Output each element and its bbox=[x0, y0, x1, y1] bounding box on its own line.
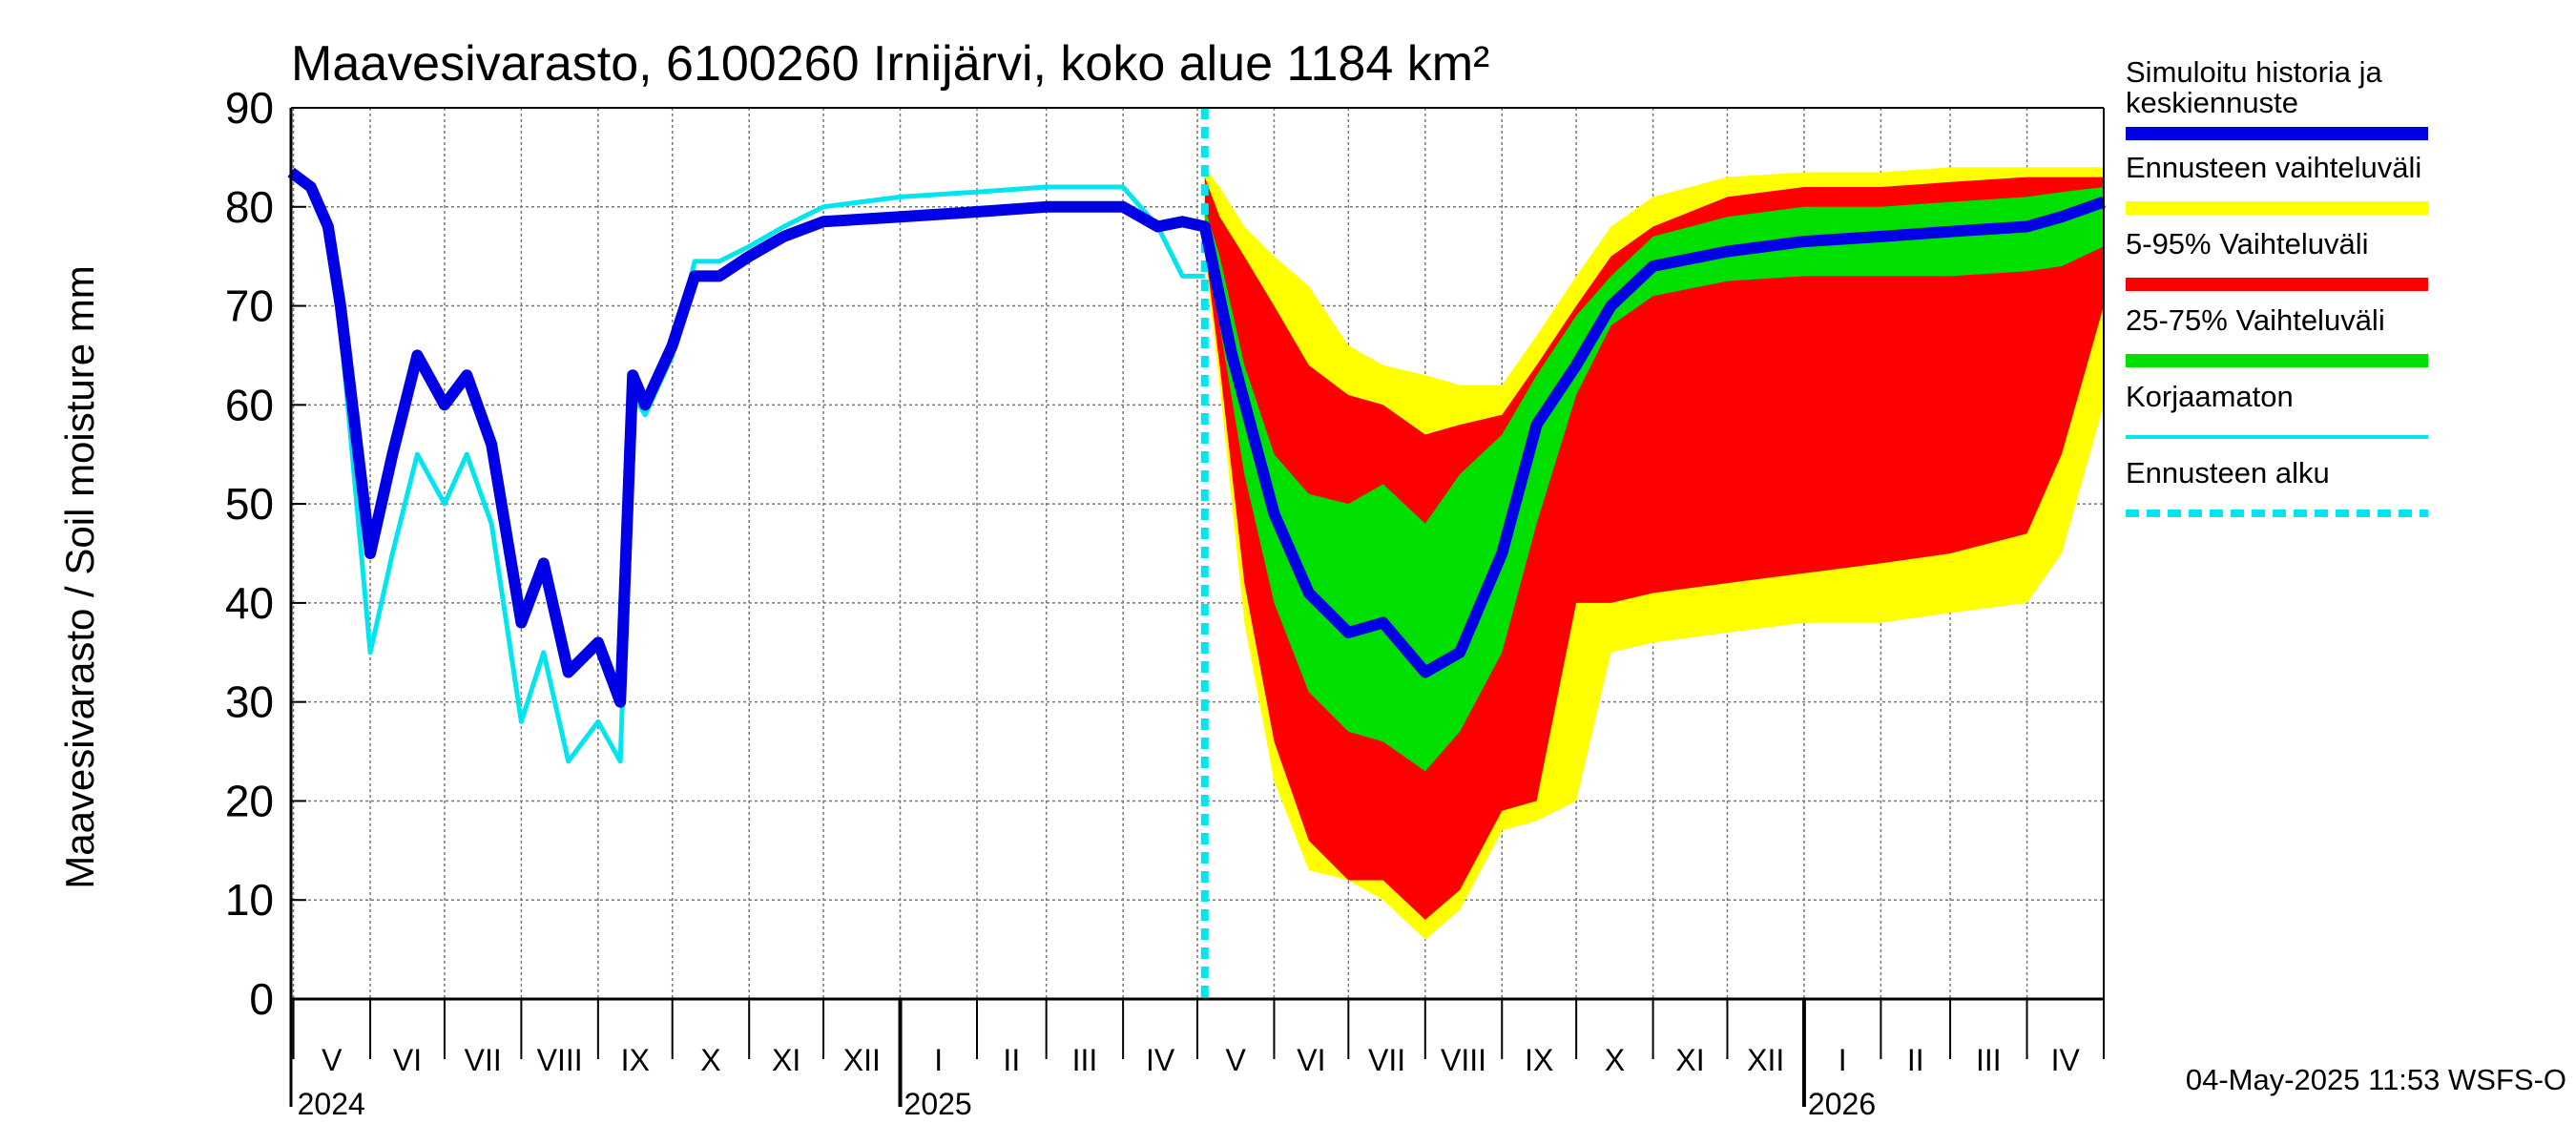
x-year-label: 2025 bbox=[904, 1087, 972, 1121]
x-year-label: 2026 bbox=[1808, 1087, 1876, 1121]
x-month-label: IV bbox=[1146, 1043, 1175, 1077]
y-tick-label: 10 bbox=[225, 875, 274, 925]
x-month-label: VIII bbox=[537, 1043, 583, 1077]
y-tick-label: 30 bbox=[225, 677, 274, 727]
y-tick-label: 80 bbox=[225, 182, 274, 232]
y-tick-label: 60 bbox=[225, 380, 274, 429]
forecast-bands bbox=[1204, 167, 2104, 940]
legend-label: Korjaamaton bbox=[2126, 380, 2294, 413]
x-month-label: II bbox=[1907, 1043, 1924, 1077]
x-month-label: III bbox=[1072, 1043, 1098, 1077]
x-month-label: XI bbox=[1675, 1043, 1704, 1077]
x-month-label: IX bbox=[1525, 1043, 1553, 1077]
x-month-label: XII bbox=[843, 1043, 881, 1077]
legend-label: Ennusteen alku bbox=[2126, 456, 2330, 489]
x-month-label: X bbox=[700, 1043, 720, 1077]
x-month-label: I bbox=[1839, 1043, 1847, 1077]
x-month-label: II bbox=[1003, 1043, 1020, 1077]
x-month-label: VI bbox=[393, 1043, 422, 1077]
x-month-label: IX bbox=[621, 1043, 650, 1077]
y-tick-label: 20 bbox=[225, 776, 274, 825]
legend-label: 5-95% Vaihteluväli bbox=[2126, 227, 2368, 260]
x-month-label: XII bbox=[1747, 1043, 1784, 1077]
y-tick-label: 90 bbox=[225, 83, 274, 133]
y-axis-label: Maavesivarasto / Soil moisture mm bbox=[57, 265, 102, 889]
chart-title: Maavesivarasto, 6100260 Irnijärvi, koko … bbox=[291, 36, 1489, 92]
x-month-label: VI bbox=[1297, 1043, 1325, 1077]
y-tick-label: 70 bbox=[225, 281, 274, 331]
legend-label: keskiennuste bbox=[2126, 86, 2298, 119]
x-month-label: XI bbox=[772, 1043, 800, 1077]
y-tick-label: 40 bbox=[225, 578, 274, 628]
y-tick-label: 0 bbox=[249, 974, 274, 1024]
x-month-label: VII bbox=[465, 1043, 502, 1077]
y-tick-label: 50 bbox=[225, 479, 274, 529]
x-month-label: VII bbox=[1368, 1043, 1405, 1077]
series-simuloitu-historia-ja-keskiennuste bbox=[287, 167, 2107, 708]
x-month-label: III bbox=[1976, 1043, 2002, 1077]
series-lines bbox=[287, 108, 2107, 999]
legend-label: Simuloitu historia ja bbox=[2126, 55, 2383, 89]
footer-timestamp: 04-May-2025 11:53 WSFS-O bbox=[2186, 1063, 2566, 1096]
legend-label: 25-75% Vaihteluväli bbox=[2126, 303, 2385, 337]
legend-label: Ennusteen vaihteluväli bbox=[2126, 151, 2421, 184]
x-month-label: I bbox=[934, 1043, 943, 1077]
x-month-label: IV bbox=[2051, 1043, 2081, 1077]
x-month-label: VIII bbox=[1441, 1043, 1486, 1077]
legend-item-5-95-vaihteluv-li: 5-95% Vaihteluväli bbox=[2126, 227, 2428, 291]
x-month-label: X bbox=[1605, 1043, 1625, 1077]
x-year-label: 2024 bbox=[298, 1087, 365, 1121]
x-month-label: V bbox=[322, 1043, 343, 1077]
legend-item-korjaamaton: Korjaamaton bbox=[2126, 380, 2428, 439]
legend-item-25-75-vaihteluv-li: 25-75% Vaihteluväli bbox=[2126, 303, 2428, 367]
legend-item-ennusteen-vaihteluv-li: Ennusteen vaihteluväli bbox=[2126, 151, 2428, 215]
x-month-label: V bbox=[1226, 1043, 1247, 1077]
band-25-75-vaihteluv-li bbox=[1204, 187, 2104, 772]
legend-item-ennusteen-alku: Ennusteen alku bbox=[2126, 456, 2428, 517]
